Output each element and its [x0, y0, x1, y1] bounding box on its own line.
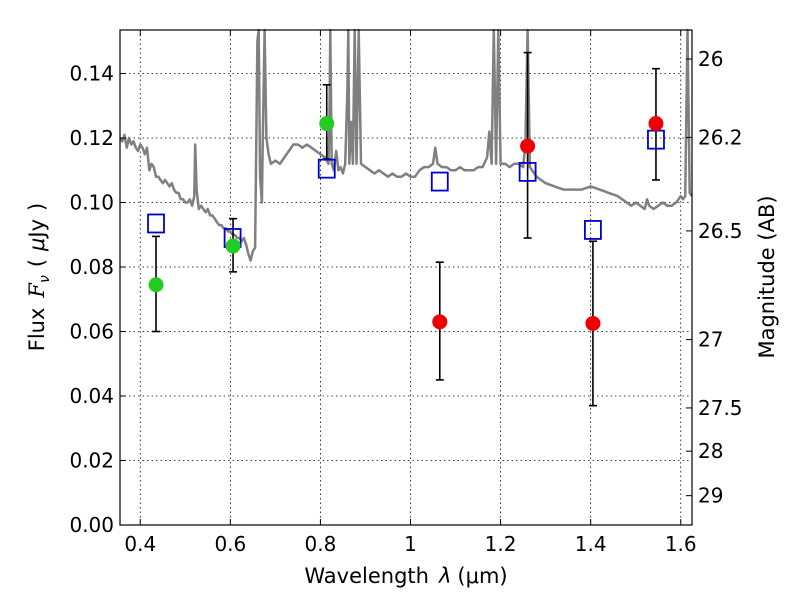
- model-point-square: [584, 220, 602, 240]
- green-data-point: [148, 277, 164, 293]
- plot-frame: [119, 29, 693, 526]
- red-data-point: [648, 116, 664, 132]
- green-data-point: [319, 116, 335, 132]
- right-tick-label: 26.2: [698, 125, 743, 149]
- y-tick-label: 0.08: [69, 255, 114, 279]
- model-point-square: [147, 213, 165, 234]
- red-data-point: [520, 138, 536, 154]
- x-tick-label: 1.6: [665, 532, 697, 556]
- right-tick-label: 29: [698, 484, 723, 508]
- x-tick-label: 1: [404, 532, 417, 556]
- x-tick-label: 0.6: [214, 532, 246, 556]
- x-tick-label: 0.8: [305, 532, 337, 556]
- right-tick-label: 26: [698, 47, 723, 71]
- y-tick-label: 0.00: [69, 513, 114, 537]
- x-tick-label: 1.4: [575, 532, 607, 556]
- right-tick-label: 27: [698, 328, 723, 352]
- right-tick-label: 27.5: [698, 396, 743, 420]
- model-point-square: [317, 158, 336, 179]
- tick-layer: 0.4 0.6 0.8 1 1.2 1.4 1.6 0.00 0.02 0.04 0.06 0.08 0…: [69, 30, 743, 556]
- y-tick-label: 0.10: [69, 191, 114, 215]
- x-tick-label: 0.4: [124, 532, 156, 556]
- y-tick-label: 0.06: [69, 320, 114, 344]
- spectrum-layer: [118, 28, 694, 262]
- right-tick-label: 28: [698, 439, 723, 463]
- x-axis-label: Wavelength λ (μm): [304, 564, 507, 588]
- red-data-point: [585, 315, 601, 331]
- right-axis-label: Magnitude (AB): [755, 195, 779, 358]
- grid-layer: [120, 30, 692, 526]
- red-data-point: [432, 314, 448, 330]
- point-layer: [147, 116, 665, 331]
- model-spectrum-line: [118, 28, 694, 262]
- y-tick-label: 0.12: [69, 126, 114, 150]
- model-point-square: [430, 171, 449, 192]
- model-point-square: [518, 161, 537, 182]
- right-tick-label: 26.5: [698, 219, 743, 243]
- x-tick-label: 1.2: [485, 532, 517, 556]
- y-tick-label: 0.04: [69, 384, 114, 408]
- y-tick-label: 0.02: [69, 449, 114, 473]
- y-axis-label: FluxFν(μJy): [25, 203, 53, 351]
- green-data-point: [225, 238, 241, 254]
- y-tick-label: 0.14: [69, 62, 114, 86]
